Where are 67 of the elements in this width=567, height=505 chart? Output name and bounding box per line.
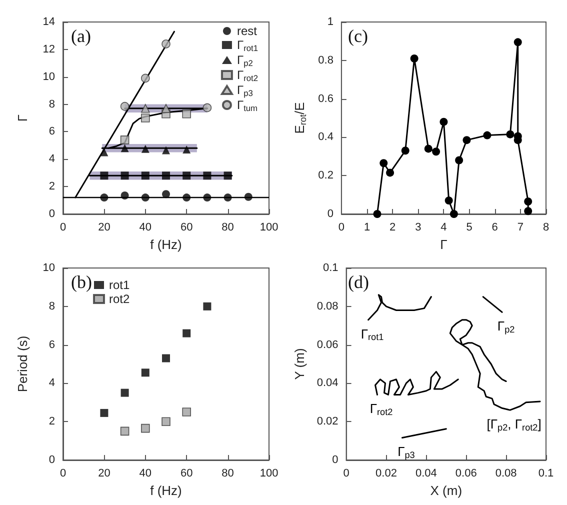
x-tick-label: 60 bbox=[180, 468, 193, 480]
y-axis-title: Γ bbox=[15, 114, 30, 122]
y-tick-label: 0 bbox=[332, 454, 338, 466]
y-tick-label: 0 bbox=[48, 208, 55, 220]
y-tick-label: 6 bbox=[48, 338, 55, 351]
y-tick-label: 0.08 bbox=[316, 300, 338, 312]
x-axis-title: f (Hz) bbox=[150, 237, 182, 252]
y-tick-label: 0.04 bbox=[316, 377, 338, 390]
x-tick-label: 3 bbox=[415, 222, 422, 234]
y-tick-label: 6 bbox=[48, 126, 55, 138]
x-tick-label: 4 bbox=[440, 222, 447, 234]
x-tick-label: 0 bbox=[343, 468, 350, 480]
x-tick-label: 6 bbox=[492, 222, 498, 234]
x-tick-label: 100 bbox=[260, 468, 278, 480]
y-tick-label: 2 bbox=[48, 416, 55, 428]
x-tick-label: 5 bbox=[466, 222, 472, 234]
x-tick-label: 20 bbox=[98, 222, 110, 234]
y-tick-label: 0.4 bbox=[318, 131, 334, 144]
y-tick-label: 0.2 bbox=[318, 170, 334, 182]
y-tick-label: 0.6 bbox=[318, 92, 334, 105]
y-tick-label: 4 bbox=[48, 377, 55, 390]
x-tick-label: 40 bbox=[139, 468, 152, 480]
y-tick-label: 10 bbox=[42, 70, 55, 83]
y-tick-label: 1 bbox=[327, 16, 334, 28]
x-tick-label: 80 bbox=[222, 222, 234, 234]
y-tick-label: 2 bbox=[48, 180, 55, 193]
y-tick-label: 4 bbox=[48, 153, 55, 166]
x-tick-label: 80 bbox=[222, 468, 234, 480]
x-tick-label: 1 bbox=[364, 222, 370, 234]
chart-title: (d) bbox=[348, 272, 369, 292]
y-tick-label: 12 bbox=[42, 43, 55, 56]
y-tick-label: 0.06 bbox=[316, 338, 338, 351]
y-tick-label: 14 bbox=[42, 16, 55, 28]
x-tick-label: 0.1 bbox=[538, 468, 554, 480]
x-tick-label: 7 bbox=[517, 222, 524, 234]
y-tick-label: 0.02 bbox=[316, 416, 338, 428]
y-tick-label: 0 bbox=[48, 454, 55, 466]
y-tick-label: 0.1 bbox=[323, 262, 338, 274]
chart-title: (a) bbox=[71, 26, 91, 46]
x-tick-label: 0.02 bbox=[376, 468, 397, 480]
y-tick-label: 8 bbox=[48, 300, 55, 312]
x-tick-label: 2 bbox=[390, 222, 396, 234]
x-axis-title: Γ bbox=[440, 237, 448, 252]
y-axis-title: Erot/E bbox=[292, 102, 308, 134]
y-tick-label: 8 bbox=[48, 98, 55, 110]
x-axis-title: X (m) bbox=[430, 483, 462, 498]
x-axis-title: f (Hz) bbox=[150, 483, 182, 498]
x-tick-label: 0.04 bbox=[415, 468, 437, 480]
y-axis-title: Period (s) bbox=[15, 336, 30, 392]
x-tick-label: 0.06 bbox=[455, 468, 477, 480]
chart-title: (b) bbox=[71, 272, 92, 292]
y-axis-title: Y (m) bbox=[292, 348, 307, 380]
chart-title: (c) bbox=[348, 26, 368, 46]
legend-label: rest bbox=[236, 24, 258, 38]
y-tick-label: 0.8 bbox=[318, 54, 334, 66]
x-tick-label: 100 bbox=[260, 222, 278, 234]
x-tick-label: 60 bbox=[180, 222, 193, 234]
x-tick-label: 40 bbox=[139, 222, 152, 234]
legend-label: rot2 bbox=[109, 292, 130, 306]
x-tick-label: 0.08 bbox=[495, 468, 517, 480]
y-tick-label: 10 bbox=[42, 262, 55, 274]
x-tick-label: 8 bbox=[542, 222, 550, 234]
x-tick-label: 0 bbox=[60, 468, 66, 480]
legend-label: rot1 bbox=[109, 278, 130, 292]
x-tick-label: 0 bbox=[60, 222, 66, 234]
y-tick-label: 0 bbox=[327, 208, 334, 220]
x-tick-label: 20 bbox=[98, 468, 110, 480]
